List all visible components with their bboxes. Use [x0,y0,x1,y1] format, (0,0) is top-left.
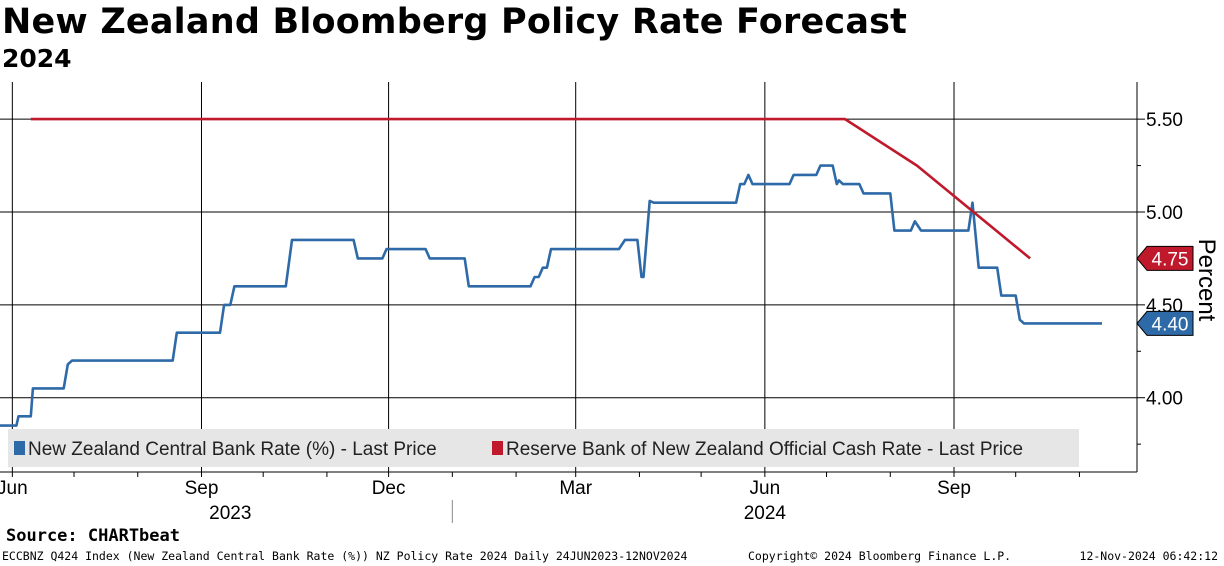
x-tick-label: Sep [937,478,971,499]
y-tick-label: 5.00 [1146,203,1183,224]
year-label: 2023 [209,503,251,524]
x-tick-label: Jun [750,478,781,499]
series-line-0 [0,164,1102,427]
legend-background [8,429,1079,467]
last-value-text-1: 4.75 [1152,249,1189,270]
series-line-1 [30,117,1031,260]
x-tick-label: Mar [559,478,592,499]
footer-description: ECCBNZ Q424 Index (New Zealand Central B… [2,549,688,563]
chart-subtitle: 2024 [2,44,72,73]
chart-legend: New Zealand Central Bank Rate (%) - Last… [8,429,1079,467]
x-tick-label: Jun [0,478,28,499]
series-layer [0,117,1102,427]
chart-title: New Zealand Bloomberg Policy Rate Foreca… [2,2,908,42]
x-tick-label: Dec [372,478,406,499]
y-axis-label: Percent [1193,239,1220,322]
last-value-tag-1 [1136,245,1194,271]
last-value-labels: 4.40 4.75 [1136,245,1194,336]
y-tick-label: 5.50 [1146,110,1183,131]
x-tick-label: Sep [185,478,219,499]
footer-copyright: Copyright© 2024 Bloomberg Finance L.P. [748,549,1012,563]
source-note: Source: CHARTbeat [6,526,180,546]
y-tick-label: 4.00 [1146,389,1183,410]
legend-swatch-0 [14,441,25,455]
grid-layer [0,82,1137,472]
legend-label-0: New Zealand Central Bank Rate (%) - Last… [28,439,437,460]
last-value-text-0: 4.40 [1152,314,1189,335]
legend-swatch-1 [492,441,503,455]
legend-label-1: Reserve Bank of New Zealand Official Cas… [506,439,1023,460]
last-value-tag-0 [1136,310,1194,336]
footer-timestamp: 12-Nov-2024 06:42:12 [1079,549,1218,563]
year-label: 2024 [744,503,787,524]
